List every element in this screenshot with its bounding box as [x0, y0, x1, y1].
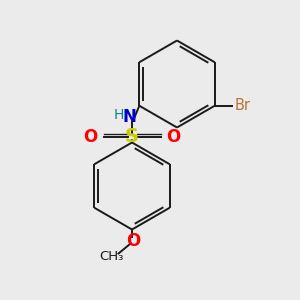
Text: O: O	[83, 128, 98, 146]
Text: O: O	[126, 232, 141, 250]
Text: O: O	[167, 128, 181, 146]
Text: S: S	[125, 127, 139, 146]
Text: H: H	[113, 108, 124, 122]
Text: N: N	[122, 108, 136, 126]
Text: CH₃: CH₃	[99, 250, 123, 263]
Text: Br: Br	[235, 98, 251, 113]
